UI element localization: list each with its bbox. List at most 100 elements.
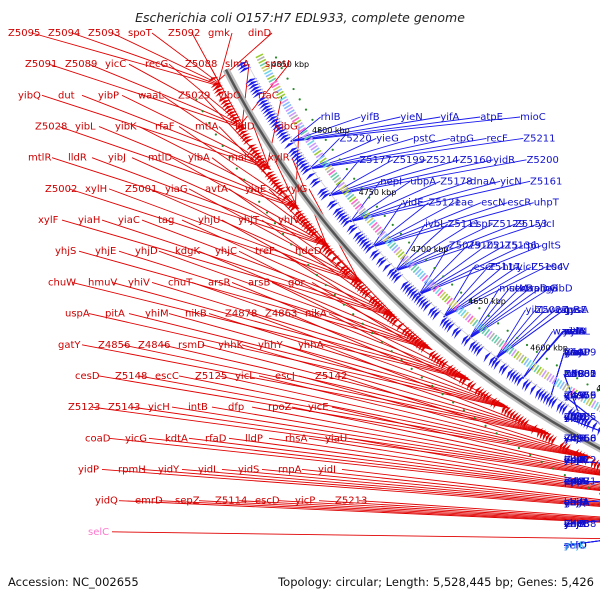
gene-label: uspA: [65, 309, 90, 320]
gene-label: Z5220: [339, 133, 371, 144]
function-ring-mark: [374, 226, 382, 233]
reverse-feature-mark: [506, 408, 514, 419]
forward-feature-mark: [255, 96, 268, 104]
forward-feature-mark: [311, 179, 323, 189]
function-ring-mark: [596, 403, 600, 412]
leader-line: [321, 344, 546, 432]
leader-line: [258, 375, 590, 457]
leader-line: [468, 288, 551, 340]
leader-line: [278, 500, 600, 520]
gene-label: pitA: [105, 309, 125, 320]
rna-dot: [243, 178, 246, 181]
reverse-feature-mark: [305, 225, 315, 234]
forward-feature-mark: [420, 299, 431, 310]
tick-label: 4600 kbp: [530, 344, 568, 353]
leader-line: [138, 375, 593, 459]
gene-label: selC: [564, 541, 585, 552]
gene-label: lldP: [245, 433, 263, 444]
gene-label: recG: [145, 59, 168, 70]
rna-dot: [552, 467, 555, 470]
reverse-feature-mark: [593, 459, 600, 471]
forward-feature-mark: [248, 83, 261, 91]
rna-dot: [441, 393, 444, 396]
forward-feature-mark: [488, 355, 497, 367]
reverse-feature-mark: [334, 260, 344, 269]
reverse-feature-mark: [315, 238, 325, 246]
gene-label: yhjK: [564, 541, 586, 552]
tick-label: 4700 kbp: [411, 245, 449, 254]
function-ring-mark: [348, 196, 357, 203]
forward-feature-mark: [439, 316, 449, 327]
gene-label: yicI: [538, 219, 555, 230]
function-ring-mark: [288, 111, 297, 118]
function-ring-mark: [434, 287, 442, 295]
leader-line: [394, 223, 538, 272]
reverse-feature-mark: [281, 194, 292, 202]
leader-line: [241, 64, 250, 125]
gene-label: escN: [481, 198, 505, 209]
gene-label: uhpT: [534, 198, 560, 209]
gene-label: gor: [288, 277, 305, 288]
function-ring-mark: [362, 212, 370, 220]
forward-feature-mark: [468, 339, 478, 351]
reverse-feature-mark: [490, 397, 498, 408]
gene-label: mtlA: [195, 122, 218, 133]
forward-feature-mark: [432, 310, 442, 321]
gene-label: kdgK: [175, 246, 200, 257]
function-ring-mark: [528, 361, 535, 369]
leader-line: [98, 375, 594, 459]
gene-label: yicN: [500, 176, 522, 187]
leader-line: [148, 188, 361, 282]
gene-label: intB: [188, 402, 208, 413]
function-ring-mark: [308, 142, 317, 149]
gene-label: tag: [158, 215, 174, 226]
gene-label: yiaG: [165, 184, 188, 195]
reverse-feature-mark: [213, 88, 225, 94]
function-ring-mark: [330, 172, 338, 179]
reverse-feature-mark: [408, 333, 417, 343]
function-ring-mark: [273, 85, 281, 91]
leader-line: [31, 32, 222, 87]
forward-feature-mark: [342, 218, 354, 228]
reverse-feature-mark: [228, 113, 239, 120]
forward-feature-mark: [556, 400, 564, 413]
gene-label: yidQ: [95, 496, 118, 507]
gene-label: dut: [58, 90, 75, 101]
function-ring-mark: [372, 224, 380, 231]
reverse-feature-mark: [401, 326, 410, 336]
leader-line: [168, 313, 509, 408]
leader-line: [341, 469, 600, 501]
reverse-feature-mark: [207, 76, 219, 83]
gene-label: yidS: [238, 464, 259, 475]
gene-label: hdeD: [295, 246, 322, 257]
rna-dot: [375, 205, 379, 208]
leader-line: [118, 500, 600, 523]
reverse-feature-mark: [343, 269, 353, 278]
reverse-feature-mark: [339, 264, 349, 274]
function-ring-mark: [354, 203, 362, 210]
gene-label: bcsA: [564, 455, 588, 466]
gene-label: yhiV: [128, 277, 150, 288]
rna-dot: [540, 460, 543, 463]
tick-label: 4800 kbp: [312, 126, 350, 135]
gene-label: Z5104: [531, 262, 563, 273]
gene-label: Z4981: [564, 369, 596, 380]
forward-feature-mark: [358, 237, 370, 247]
forward-feature-mark: [277, 131, 289, 139]
function-ring-mark: [441, 293, 449, 301]
function-ring-mark: [469, 317, 476, 325]
leader-line: [418, 245, 524, 296]
gene-label: rfaD: [205, 433, 227, 444]
function-ring-mark: [380, 233, 388, 240]
function-ring-mark: [295, 121, 303, 128]
gene-label: yibP: [98, 90, 119, 101]
gene-label: rsmD: [178, 340, 205, 351]
forward-feature-mark: [336, 211, 348, 221]
forward-feature-mark: [360, 239, 372, 250]
rna-dot: [400, 359, 403, 362]
reverse-feature-mark: [548, 434, 555, 445]
leader-line: [208, 63, 244, 126]
forward-feature-mark: [263, 110, 276, 118]
forward-feature-mark: [260, 104, 273, 112]
forward-feature-mark: [287, 146, 300, 155]
